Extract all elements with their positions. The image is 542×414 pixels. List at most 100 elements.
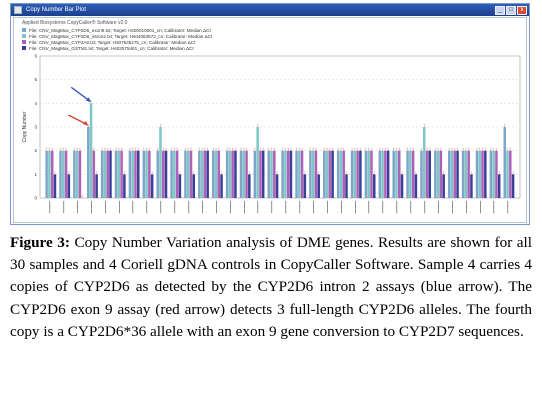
bar — [259, 150, 262, 198]
bar — [511, 174, 515, 198]
bar — [497, 174, 501, 198]
bar — [406, 150, 409, 198]
bar — [131, 150, 134, 198]
bar — [273, 150, 276, 198]
bar — [356, 150, 359, 198]
bar — [370, 150, 373, 198]
bar — [489, 150, 493, 198]
bar — [220, 174, 223, 198]
bar — [67, 174, 71, 198]
bar — [87, 127, 90, 198]
x-tick-label: ━━━━━━ — [242, 201, 246, 214]
window-controls: _ □ x — [495, 5, 527, 15]
x-tick-label: ━━━━━━ — [423, 201, 427, 214]
bar — [384, 150, 387, 198]
bar — [317, 174, 320, 198]
bar — [211, 150, 215, 198]
bar — [303, 174, 307, 198]
bar — [156, 150, 159, 198]
x-tick-label: ━━━━━━ — [76, 201, 80, 214]
x-tick-label: ━━━━━━ — [298, 201, 302, 214]
bar — [420, 150, 423, 198]
bar — [475, 150, 479, 198]
bar — [428, 150, 432, 198]
bar — [281, 150, 284, 198]
bar — [228, 150, 232, 198]
bar — [478, 150, 482, 198]
y-tick-label: 3 — [34, 125, 37, 130]
x-tick-label: ━━━━━━ — [353, 201, 357, 214]
bar — [198, 150, 201, 198]
bar — [89, 103, 93, 198]
x-tick-label: ━━━━━━ — [437, 201, 441, 214]
x-tick-label: ━━━━━━ — [256, 201, 260, 214]
legend-item[interactable]: File: CNV_MagMax_CYP2D6_intron2.txt; Tar… — [22, 33, 322, 39]
bar — [95, 174, 98, 198]
x-tick-label: ━━━━━━ — [270, 201, 274, 214]
bar — [342, 150, 345, 198]
close-button[interactable]: x — [517, 5, 527, 15]
bar — [381, 150, 384, 198]
bar — [73, 150, 76, 198]
bar — [189, 150, 193, 198]
bar — [434, 150, 437, 198]
bar — [314, 150, 318, 198]
minimize-button[interactable]: _ — [495, 5, 505, 15]
legend-item[interactable]: File: CNV_MagMax_GSTM1.txt; Target: Hs02… — [22, 45, 322, 51]
x-tick-label: ━━━━━━ — [367, 201, 371, 214]
bar — [325, 150, 329, 198]
bar — [350, 150, 354, 198]
bar — [506, 150, 509, 198]
y-tick-label: 5 — [34, 77, 37, 82]
bar — [245, 150, 248, 198]
window-titlebar[interactable]: Copy Number Bar Plot _ □ x — [11, 4, 529, 16]
bar — [414, 174, 418, 198]
bar — [134, 150, 137, 198]
bar — [45, 150, 48, 198]
legend-item[interactable]: File: CNV_MagMax_CYP2D6_exon9.txt; Targe… — [22, 27, 322, 33]
bar — [456, 150, 459, 198]
bar — [311, 150, 315, 198]
x-tick-label: ━━━━━━ — [228, 201, 232, 214]
x-tick-label: ━━━━━━ — [492, 201, 496, 214]
y-tick-label: 1 — [34, 172, 37, 177]
bar — [78, 150, 82, 198]
bar — [175, 150, 179, 198]
bar — [447, 150, 451, 198]
bar — [128, 150, 132, 198]
legend-label: File: CNV_MagMax_CYP2A6.txt; Target: Hs0… — [29, 39, 196, 45]
bar — [150, 174, 154, 198]
bar — [425, 150, 429, 198]
bar — [214, 150, 218, 198]
bar — [398, 150, 401, 198]
bar — [117, 150, 121, 198]
legend-label: File: CNV_MagMax_CYP2D6_intron2.txt; Tar… — [29, 33, 213, 39]
figure-label: Figure 3: — [10, 234, 70, 251]
bar — [137, 150, 140, 198]
app-icon — [14, 6, 22, 14]
bar — [248, 174, 251, 198]
x-tick-label: ━━━━━━ — [284, 201, 288, 214]
bar — [364, 150, 368, 198]
legend-item[interactable]: File: CNV_MagMax_CYP2A6.txt; Target: Hs0… — [22, 39, 322, 45]
bar — [286, 150, 290, 198]
maximize-button[interactable]: □ — [506, 5, 516, 15]
bar — [170, 150, 173, 198]
y-tick-label: 2 — [34, 148, 37, 153]
bar — [92, 150, 96, 198]
bar — [256, 127, 259, 198]
x-tick-label: ━━━━━━ — [201, 201, 205, 214]
copy-number-bar-plot-window: Copy Number Bar Plot _ □ x 0 1 2 3 4 5 6 Copy N… — [10, 3, 530, 225]
bar — [470, 174, 473, 198]
x-tick-label: ━━━━━━ — [48, 201, 52, 214]
x-tick-label: ━━━━━━ — [339, 201, 343, 214]
bar — [103, 150, 107, 198]
bar — [295, 150, 298, 198]
bar — [442, 174, 445, 198]
window-title: Copy Number Bar Plot — [26, 7, 87, 13]
x-tick-label: ━━━━━━ — [464, 201, 468, 214]
bar — [411, 150, 415, 198]
bar — [203, 150, 207, 198]
y-tick-label: 0 — [34, 196, 37, 201]
bar — [114, 150, 118, 198]
